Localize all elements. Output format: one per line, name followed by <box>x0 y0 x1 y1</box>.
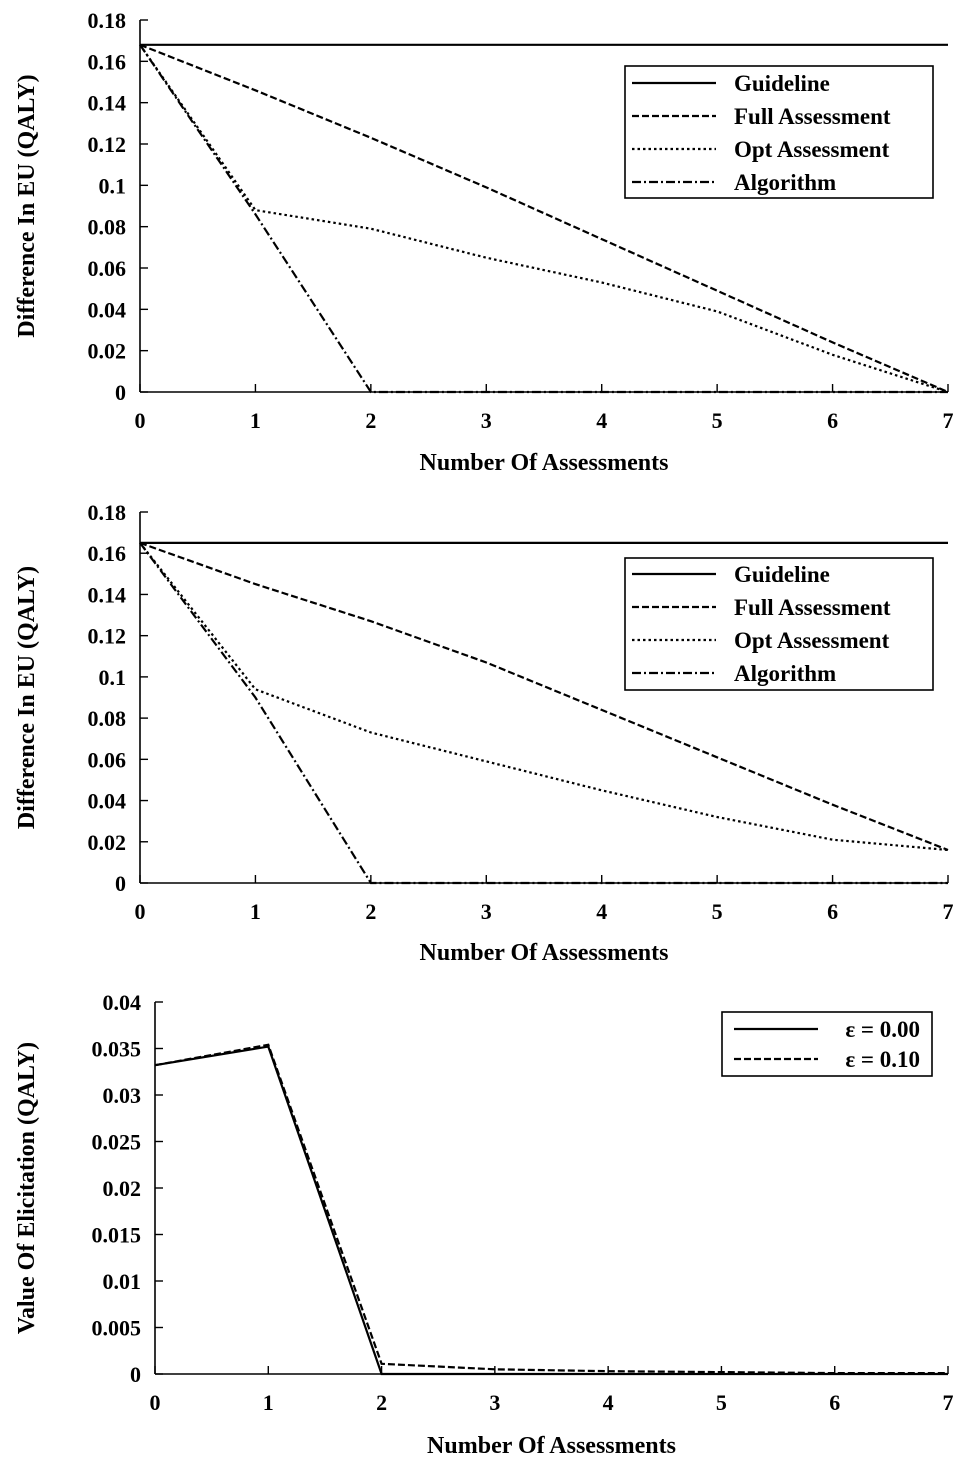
x-tick-label: 5 <box>712 408 723 433</box>
x-axis-label: Number Of Assessments <box>420 450 669 476</box>
x-tick-label: 0 <box>135 899 146 924</box>
x-tick-label: 4 <box>603 1390 614 1415</box>
y-axis-label: Difference In EU (QALY) <box>14 566 40 829</box>
x-tick-label: 6 <box>829 1390 840 1415</box>
x-tick-label: 3 <box>481 899 492 924</box>
series-line-opt-assessment <box>139 44 949 394</box>
y-axis-label: Value Of Elicitation (QALY) <box>14 1042 40 1334</box>
y-tick-label: 0.01 <box>103 1269 142 1294</box>
series-line-0-10 <box>154 1043 948 1375</box>
y-tick-label: 0.035 <box>92 1037 142 1062</box>
legend-label: Opt Assessment <box>734 137 890 162</box>
y-tick-label: 0.02 <box>88 830 127 855</box>
y-tick-label: 0 <box>130 1362 141 1387</box>
x-tick-label: 1 <box>250 899 261 924</box>
legend-label: Algorithm <box>734 661 836 686</box>
x-tick-label: 6 <box>827 899 838 924</box>
x-tick-label: 4 <box>596 408 607 433</box>
x-tick-label: 1 <box>263 1390 274 1415</box>
legend-box <box>624 557 934 691</box>
x-axis-label: Number Of Assessments <box>420 940 669 966</box>
y-tick-label: 0.18 <box>88 8 127 33</box>
y-tick-label: 0.16 <box>88 49 127 74</box>
y-tick-label: 0.1 <box>99 665 127 690</box>
y-tick-label: 0.08 <box>88 215 127 240</box>
legend-label: Full Assessment <box>734 595 891 620</box>
x-tick-label: 6 <box>827 408 838 433</box>
y-tick-label: 0.16 <box>88 541 127 566</box>
y-axis-label: Difference In EU (QALY) <box>14 74 40 337</box>
x-tick-label: 7 <box>943 408 954 433</box>
y-tick-label: 0.06 <box>88 256 127 281</box>
y-tick-label: 0.02 <box>103 1176 142 1201</box>
x-tick-label: 3 <box>481 408 492 433</box>
series-line-full-assessment <box>139 43 949 394</box>
x-tick-label: 0 <box>150 1390 161 1415</box>
x-axis-label: Number Of Assessments <box>427 1433 676 1459</box>
y-tick-label: 0.04 <box>103 990 142 1015</box>
chart-value-of-elicitation: 0 1 2 3 4 5 6 7 0 0.005 0.01 0.015 0.02 0.025 0.03 0.03… <box>14 990 954 1459</box>
series-line-algorithm <box>139 542 948 885</box>
legend-box <box>721 1011 933 1077</box>
y-tick-label: 0.04 <box>88 789 127 814</box>
x-tick-label: 2 <box>365 408 376 433</box>
y-tick-label: 0.03 <box>103 1083 142 1108</box>
legend-label: Full Assessment <box>734 104 891 129</box>
y-tick-label: 0.04 <box>88 297 127 322</box>
x-tick-label: 4 <box>596 899 607 924</box>
y-tick-label: 0.12 <box>88 132 127 157</box>
y-tick-label: 0.12 <box>88 624 127 649</box>
y-tick-label: 0.18 <box>88 500 127 525</box>
x-tick-label: 7 <box>943 1390 954 1415</box>
chart-difference-eu-middle: 0 1 2 3 4 5 6 7 0 0.02 0.04 0.06 0.08 0.1 0.12 0.14 0.16… <box>14 500 954 966</box>
series-line-algorithm <box>139 44 948 394</box>
y-tick-label: 0.14 <box>88 582 127 607</box>
x-tick-label: 2 <box>376 1390 387 1415</box>
y-tick-label: 0 <box>115 380 126 405</box>
legend-label: ε = 0.10 <box>845 1047 920 1072</box>
y-tick-label: 0.08 <box>88 706 127 731</box>
y-tick-label: 0.14 <box>88 91 127 116</box>
x-tick-label: 5 <box>712 899 723 924</box>
y-tick-label: 0.015 <box>92 1223 142 1248</box>
legend-label: ε = 0.00 <box>845 1017 920 1042</box>
y-tick-label: 0.1 <box>99 173 127 198</box>
chart-difference-eu-top: 0 1 2 3 4 5 6 7 0 0.02 0.04 0.06 0.08 0.1 0.12 0.14 0.16… <box>14 8 954 476</box>
x-tick-label: 0 <box>135 408 146 433</box>
x-tick-label: 7 <box>943 899 954 924</box>
y-tick-label: 0.025 <box>92 1130 142 1155</box>
legend-label: Guideline <box>734 562 830 587</box>
y-tick-label: 0.06 <box>88 747 127 772</box>
legend-label: Algorithm <box>734 170 836 195</box>
y-tick-label: 0 <box>115 871 126 896</box>
x-tick-label: 5 <box>716 1390 727 1415</box>
x-tick-label: 1 <box>250 408 261 433</box>
x-tick-label: 3 <box>489 1390 500 1415</box>
y-tick-label: 0.02 <box>88 339 127 364</box>
series-line-0-00 <box>154 1045 948 1376</box>
series-line-full-assessment <box>139 541 949 852</box>
x-tick-label: 2 <box>365 899 376 924</box>
legend-box <box>624 65 934 199</box>
legend-label: Guideline <box>734 71 830 96</box>
y-tick-label: 0.005 <box>92 1316 142 1341</box>
legend-label: Opt Assessment <box>734 628 890 653</box>
